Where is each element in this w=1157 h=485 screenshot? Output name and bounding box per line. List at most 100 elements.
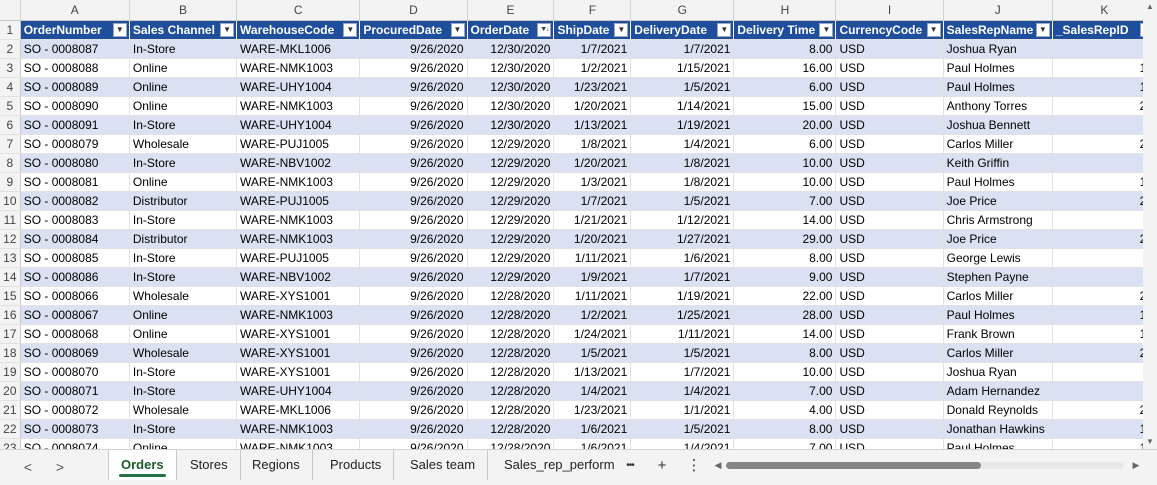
table-cell[interactable]: SO - 0008086	[20, 267, 130, 287]
table-cell[interactable]: 8.00	[733, 39, 837, 59]
table-cell[interactable]: 9/26/2020	[359, 210, 468, 230]
table-cell[interactable]: USD	[835, 39, 944, 59]
table-cell[interactable]: 9/26/2020	[359, 324, 468, 344]
table-cell[interactable]: 1/4/2021	[553, 381, 632, 401]
table-cell[interactable]: USD	[835, 400, 944, 420]
table-cell[interactable]: Paul Holmes	[943, 172, 1053, 192]
column-letter-b[interactable]: B	[129, 0, 238, 21]
table-cell[interactable]: 7.00	[733, 191, 837, 211]
sheet-tab-stores[interactable]: Stores	[178, 450, 241, 480]
table-cell[interactable]: 22	[1052, 191, 1157, 211]
table-cell[interactable]: SO - 0008079	[20, 134, 130, 154]
table-cell[interactable]: 1/19/2021	[630, 115, 735, 135]
row-number[interactable]: 6	[0, 115, 21, 135]
table-cell[interactable]: 1/7/2021	[630, 362, 735, 382]
table-cell[interactable]: 1/20/2021	[553, 96, 632, 116]
table-cell[interactable]: In-Store	[129, 381, 238, 401]
table-cell[interactable]: USD	[835, 134, 944, 154]
table-cell[interactable]: 9/26/2020	[359, 77, 468, 97]
table-cell[interactable]: USD	[835, 248, 944, 268]
table-cell[interactable]: 1/23/2021	[553, 400, 632, 420]
table-cell[interactable]: 22	[1052, 229, 1157, 249]
table-cell[interactable]: 1/5/2021	[553, 343, 632, 363]
table-cell[interactable]: Wholesale	[129, 134, 238, 154]
scroll-down-arrow-icon[interactable]: ▼	[1146, 437, 1154, 446]
table-cell[interactable]: 7.00	[733, 381, 837, 401]
scroll-up-arrow-icon[interactable]: ▲	[1146, 2, 1154, 11]
sheet-tab-sales-rep-perform[interactable]: Sales_rep_perform	[504, 457, 615, 472]
table-cell[interactable]: 8.00	[733, 343, 837, 363]
table-cell[interactable]: Keith Griffin	[943, 153, 1053, 173]
table-cell[interactable]: Wholesale	[129, 286, 238, 306]
scroll-track[interactable]	[726, 462, 1124, 469]
table-cell[interactable]: 12/30/2020	[467, 58, 555, 78]
table-cell[interactable]: USD	[835, 267, 944, 287]
row-number[interactable]: 13	[0, 248, 21, 268]
row-number[interactable]: 16	[0, 305, 21, 325]
table-cell[interactable]: Joe Price	[943, 229, 1053, 249]
scroll-right-arrow-icon[interactable]: ▶	[1132, 460, 1140, 470]
table-cell[interactable]: USD	[835, 324, 944, 344]
table-cell[interactable]: SO - 0008069	[20, 343, 130, 363]
table-cell[interactable]: 1/11/2021	[553, 286, 632, 306]
row-number[interactable]: 17	[0, 324, 21, 344]
table-cell[interactable]: SO - 0008067	[20, 305, 130, 325]
column-letter-g[interactable]: G	[630, 0, 735, 21]
table-cell[interactable]: USD	[835, 58, 944, 78]
table-cell[interactable]: WARE-NMK1003	[236, 96, 361, 116]
column-letter-d[interactable]: D	[359, 0, 468, 21]
table-cell[interactable]: 10.00	[733, 153, 837, 173]
table-cell[interactable]: 12/29/2020	[467, 134, 555, 154]
table-cell[interactable]: SO - 0008087	[20, 39, 130, 59]
table-cell[interactable]: Joshua Bennett	[943, 115, 1053, 135]
table-cell[interactable]: 1/23/2021	[553, 77, 632, 97]
filter-dropdown-icon[interactable]: ▼	[450, 22, 465, 37]
table-cell[interactable]: 12/29/2020	[467, 172, 555, 192]
table-cell[interactable]: 10	[1052, 419, 1157, 439]
table-cell[interactable]: 28.00	[733, 305, 837, 325]
table-cell[interactable]: USD	[835, 77, 944, 97]
add-sheet-button[interactable]: +	[657, 457, 667, 474]
table-cell[interactable]: 20	[1052, 96, 1157, 116]
table-cell[interactable]: 9/26/2020	[359, 248, 468, 268]
table-cell[interactable]: WARE-PUJ1005	[236, 134, 361, 154]
table-cell[interactable]: 9	[1052, 39, 1157, 59]
table-cell[interactable]: In-Store	[129, 115, 238, 135]
table-cell[interactable]: SO - 0008084	[20, 229, 130, 249]
filter-dropdown-icon[interactable]: ▼	[112, 22, 127, 37]
table-cell[interactable]: 1/7/2021	[630, 267, 735, 287]
table-cell[interactable]: WARE-NMK1003	[236, 58, 361, 78]
table-cell[interactable]: 10.00	[733, 362, 837, 382]
table-cell[interactable]: 1/2/2021	[553, 305, 632, 325]
horizontal-scrollbar[interactable]: ◀ ▶	[712, 459, 1142, 471]
table-cell[interactable]: 12/29/2020	[467, 191, 555, 211]
table-cell[interactable]: 5	[1052, 267, 1157, 287]
table-cell[interactable]: 12/29/2020	[467, 229, 555, 249]
table-cell[interactable]: WARE-UHY1004	[236, 381, 361, 401]
row-number[interactable]: 8	[0, 153, 21, 173]
table-cell[interactable]: WARE-MKL1006	[236, 39, 361, 59]
table-cell[interactable]: WARE-XYS1001	[236, 286, 361, 306]
table-cell[interactable]: 1/19/2021	[630, 286, 735, 306]
table-cell[interactable]: WARE-NMK1003	[236, 172, 361, 192]
table-cell[interactable]: 1/25/2021	[630, 305, 735, 325]
table-cell[interactable]: WARE-PUJ1005	[236, 248, 361, 268]
filter-dropdown-icon[interactable]: ▼	[614, 22, 629, 37]
table-cell[interactable]: In-Store	[129, 419, 238, 439]
row-number[interactable]: 21	[0, 400, 21, 420]
table-cell[interactable]: WARE-XYS1001	[236, 324, 361, 344]
table-cell[interactable]: 28	[1052, 286, 1157, 306]
table-cell[interactable]: Online	[129, 77, 238, 97]
table-header-cell[interactable]: Sales Channel ▼	[129, 20, 238, 40]
row-number[interactable]: 15	[0, 286, 21, 306]
row-number[interactable]: 1	[0, 20, 21, 40]
sheet-tab-regions[interactable]: Regions	[240, 450, 313, 480]
table-cell[interactable]: 12/28/2020	[467, 324, 555, 344]
table-cell[interactable]: 9/26/2020	[359, 286, 468, 306]
row-number[interactable]: 22	[0, 419, 21, 439]
table-cell[interactable]: 1/8/2021	[630, 153, 735, 173]
table-cell[interactable]: 14	[1052, 77, 1157, 97]
table-cell[interactable]: SO - 0008085	[20, 248, 130, 268]
table-cell[interactable]: 12/30/2020	[467, 77, 555, 97]
table-cell[interactable]: 9/26/2020	[359, 134, 468, 154]
